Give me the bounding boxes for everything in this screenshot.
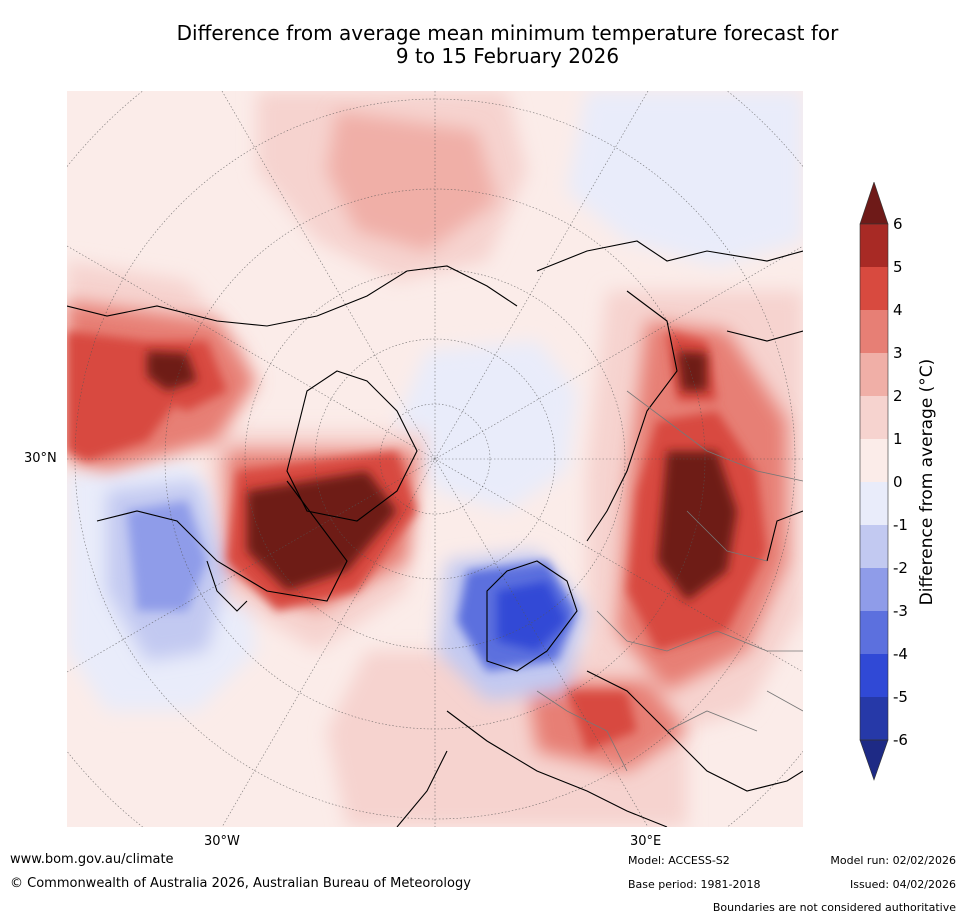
colorbar-tick: 4: [893, 301, 903, 319]
title-line-2: 9 to 15 February 2026: [395, 44, 620, 68]
colorbar-extend-min: [859, 739, 889, 781]
colorbar-band-0-1: [860, 439, 888, 482]
footer-disclaimer: Boundaries are not considered authoritat…: [712, 901, 956, 914]
temperature-anomaly-map[interactable]: [67, 91, 803, 827]
colorbar-band-4-5: [860, 267, 888, 310]
map-svg: [67, 91, 803, 827]
footer-model: Model: ACCESS-S2: [628, 854, 730, 867]
colorbar-tick: 1: [893, 430, 903, 448]
colorbar-band-m6-m5: [860, 697, 888, 740]
lat-label-30n: 30°N: [24, 451, 57, 466]
colorbar-tick: -4: [893, 645, 908, 663]
colorbar-tick: 6: [893, 215, 903, 233]
colorbar-band-3-4: [860, 310, 888, 353]
footer-url[interactable]: www.bom.gov.au/climate: [10, 852, 174, 867]
colorbar-tick: 0: [893, 473, 903, 491]
colorbar-tick: -2: [893, 559, 908, 577]
colorbar: [859, 182, 889, 781]
colorbar-band-m4-m3: [860, 611, 888, 654]
lon-label-30w: 30°W: [204, 834, 240, 849]
colorbar-tick: 3: [893, 344, 903, 362]
colorbar-tick: -6: [893, 731, 908, 749]
footer-copyright: © Commonwealth of Australia 2026, Austra…: [10, 876, 471, 891]
colorbar-tick: -1: [893, 516, 908, 534]
colorbar-band-5-6: [860, 224, 888, 267]
coastlines: [67, 240, 803, 827]
footer-model-run: Model run: 02/02/2026: [830, 854, 956, 867]
colorbar-band-m5-m4: [860, 654, 888, 697]
colorbar-band-2-3: [860, 353, 888, 396]
colorbar-label: Difference from average (°C): [917, 358, 937, 606]
colorbar-tick: -5: [893, 688, 908, 706]
country-borders: [536, 390, 803, 772]
chart-title: Difference from average mean minimum tem…: [0, 22, 965, 68]
footer-issued: Issued: 04/02/2026: [849, 878, 956, 891]
colorbar-tick: 5: [893, 258, 903, 276]
colorbar-tick: -3: [893, 602, 908, 620]
colorbar-band-m3-m2: [860, 568, 888, 611]
colorbar-extend-max: [859, 182, 889, 225]
graticule: [67, 91, 803, 827]
lon-label-30e: 30°E: [630, 834, 662, 849]
anomaly-field-extreme: [147, 351, 737, 651]
colorbar-tick: 2: [893, 387, 903, 405]
title-line-1: Difference from average mean minimum tem…: [176, 21, 839, 45]
colorbar-band-m2-m1: [860, 525, 888, 568]
footer-base-period: Base period: 1981-2018: [628, 878, 761, 891]
colorbar-band-m1-0: [860, 482, 888, 525]
colorbar-band-1-2: [860, 396, 888, 439]
